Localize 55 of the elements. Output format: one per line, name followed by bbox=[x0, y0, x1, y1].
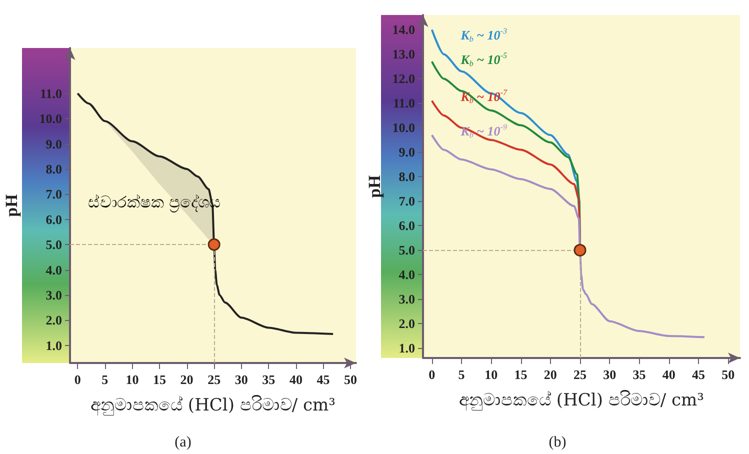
y-tick-label: 11.0 bbox=[392, 96, 415, 111]
x-axis-title: අනුමාපකයේ (HCl) පරිමාව/ cm³ bbox=[459, 390, 704, 412]
y-tick-label: 11.0 bbox=[40, 86, 62, 101]
text: (a) bbox=[174, 434, 192, 450]
line-series bbox=[430, 134, 706, 338]
y-tick-label: 1.0 bbox=[398, 340, 415, 356]
y-tick-label: 8.0 bbox=[398, 169, 415, 184]
x-tick-label: 30 bbox=[234, 372, 248, 387]
x-tick-label: 40 bbox=[289, 372, 302, 387]
y-tick-label: 3.0 bbox=[46, 287, 62, 302]
x-tick-label: 40 bbox=[662, 367, 676, 382]
x-tick-label: 20 bbox=[544, 367, 557, 382]
x-tick-label: 35 bbox=[262, 372, 276, 387]
x-tick-label: 45 bbox=[316, 372, 330, 387]
y-tick-label: 9.0 bbox=[46, 136, 62, 152]
x-axis-title: අනුමාපකයේ (HCl) පරිමාව/ cm³ bbox=[90, 396, 336, 416]
x-tick-label: 15 bbox=[514, 367, 528, 382]
y-tick-label: 4.0 bbox=[398, 267, 415, 282]
y-tick-label: 7.0 bbox=[398, 194, 415, 209]
y-tick-label: 1.0 bbox=[46, 338, 62, 353]
x-tick-label: 0 bbox=[74, 372, 81, 387]
x-tick-label: 35 bbox=[632, 367, 646, 382]
y-axis-title: pH bbox=[365, 175, 384, 198]
y-tick-label: 4.0 bbox=[46, 262, 62, 278]
x-tick-label: 0 bbox=[428, 367, 436, 382]
y-tick-label: 9.0 bbox=[398, 144, 415, 160]
y-tick-label: 10.0 bbox=[392, 120, 415, 136]
x-tick-label: 20 bbox=[180, 372, 194, 387]
x-tick-label: 25 bbox=[208, 372, 222, 387]
x-tick-label: 45 bbox=[692, 367, 706, 382]
y-tick-label: 14.0 bbox=[392, 22, 415, 38]
y-tick-label: 10.0 bbox=[39, 111, 62, 126]
x-tick-label: 25 bbox=[574, 367, 588, 382]
text: (b) bbox=[548, 434, 566, 450]
y-axis-title: pH bbox=[2, 194, 21, 217]
y-tick-label: 6.0 bbox=[46, 212, 62, 227]
y-tick-label: 2.0 bbox=[46, 312, 62, 328]
line-series bbox=[76, 92, 334, 336]
x-tick-label: 30 bbox=[603, 367, 616, 382]
y-tick-label: 8.0 bbox=[46, 161, 62, 176]
y-tick-label: 5.0 bbox=[398, 242, 415, 258]
y-tick-label: 7.0 bbox=[46, 186, 62, 202]
y-tick-label: 5.0 bbox=[46, 237, 62, 252]
x-tick-label: 50 bbox=[344, 372, 358, 387]
x-tick-label: 15 bbox=[153, 372, 167, 387]
y-tick-label: 2.0 bbox=[398, 316, 415, 332]
x-tick-label: 50 bbox=[722, 367, 735, 382]
x-tick-label: 5 bbox=[102, 372, 109, 387]
y-tick-label: 13.0 bbox=[392, 46, 415, 62]
y-tick-label: 3.0 bbox=[398, 292, 415, 307]
y-tick-label: 12.0 bbox=[392, 71, 415, 86]
x-tick-label: 10 bbox=[126, 372, 139, 387]
y-tick-label: 6.0 bbox=[398, 218, 415, 234]
x-tick-label: 10 bbox=[484, 367, 498, 382]
x-tick-label: 5 bbox=[458, 367, 466, 382]
